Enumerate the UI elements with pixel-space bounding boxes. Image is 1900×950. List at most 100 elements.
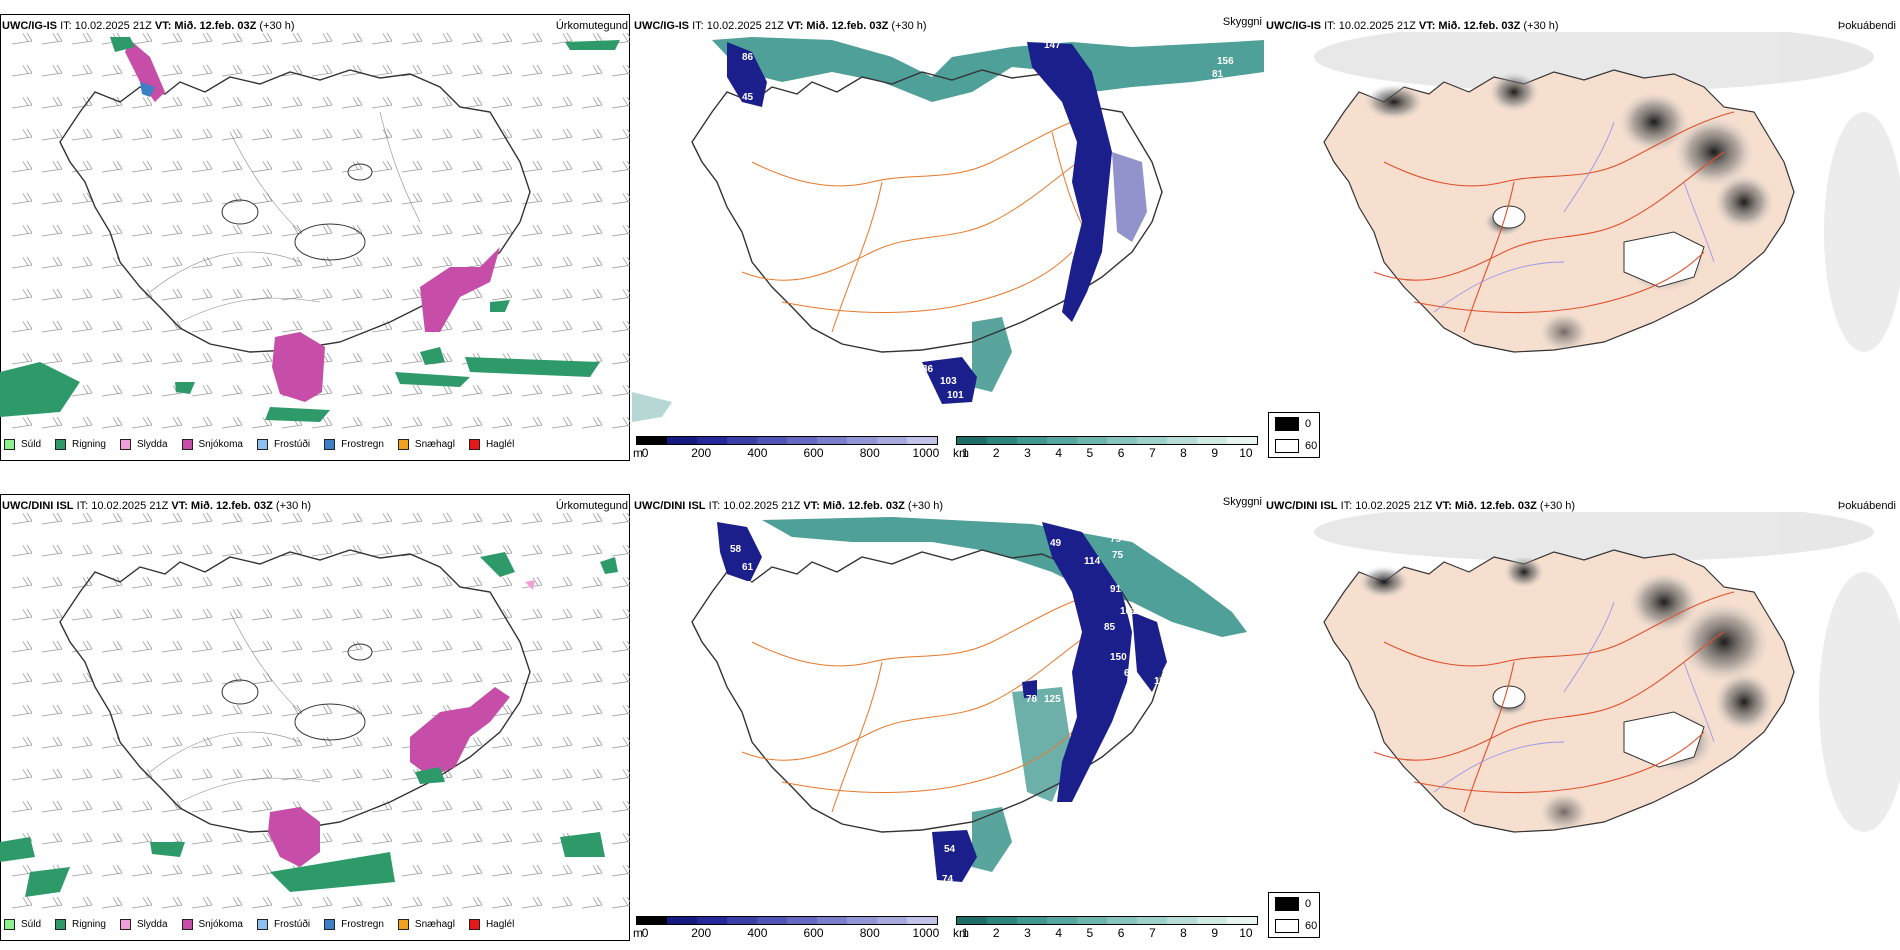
wind-barb <box>461 32 483 45</box>
colorbar <box>636 436 938 445</box>
wind-barb <box>371 544 393 557</box>
wind-barb <box>431 800 453 813</box>
wind-barb <box>371 640 393 653</box>
wind-barb <box>161 320 183 333</box>
valid-label: VT: <box>154 20 172 32</box>
snow-grains-swatch <box>397 438 409 450</box>
wind-barb <box>491 832 513 845</box>
wind-barb <box>461 96 483 109</box>
wind-barb <box>491 768 513 781</box>
wind-barb <box>191 384 213 397</box>
wind-barbs <box>11 512 630 909</box>
forecast-row-dini-isl: UWC/DINI ISL IT: 10.02.2025 21Z VT: Mið.… <box>0 480 1900 950</box>
visibility-value-label: 86 <box>742 52 754 63</box>
wind-barb <box>551 128 573 141</box>
wind-barb <box>41 256 63 269</box>
wind-barb <box>221 512 243 525</box>
wind-barb <box>221 96 243 109</box>
colorbar-segment <box>847 437 877 444</box>
visibility-colorbar-km: 1 2 3 4 5 6 7 8 9 10 km <box>953 436 1258 466</box>
colorbar-segment <box>1167 917 1197 924</box>
visibility-value-label: 160 <box>1052 512 1069 520</box>
wind-barb <box>611 768 630 781</box>
sleet-swatch <box>119 918 131 930</box>
wind-barb <box>461 384 483 397</box>
wind-barb <box>161 608 183 621</box>
wind-barb <box>41 288 63 301</box>
wind-barb <box>191 672 213 685</box>
visibility-value-label: 61 <box>942 349 954 360</box>
panel-title: UWC/DINI ISL IT: 10.02.2025 21Z VT: Mið.… <box>1266 500 1575 512</box>
wind-barb <box>461 416 483 429</box>
colorbar-segment <box>637 437 667 444</box>
colorbar-segment <box>877 437 907 444</box>
wind-barb <box>491 288 513 301</box>
wind-barb <box>311 288 333 301</box>
legend-item-snow: Snjókoma <box>181 438 243 450</box>
precip-type-legend: Súld Rigning Slydda Snjókoma Frostúði Fr… <box>4 916 528 932</box>
fog-swatch-light <box>1275 919 1299 933</box>
valid-time: Mið. 12.feb. 03Z <box>1454 500 1537 512</box>
visibility-value-label: 53 <box>1148 758 1160 769</box>
wind-barb <box>101 640 123 653</box>
wind-barb <box>461 544 483 557</box>
wind-barb <box>461 608 483 621</box>
colorbar-tick-label: 10 <box>1239 926 1253 940</box>
wind-barb <box>611 896 630 909</box>
wind-barb <box>11 128 33 141</box>
wind-barb <box>581 128 603 141</box>
visibility-value-label: 39 <box>1106 800 1118 811</box>
wind-barb <box>401 640 423 653</box>
wind-barb <box>311 544 333 557</box>
legend-label: Súld <box>21 438 42 450</box>
wind-barb <box>581 896 603 909</box>
wind-barb <box>161 256 183 269</box>
wind-barb <box>491 160 513 173</box>
init-time: IT: 10.02.2025 21Z <box>1340 500 1433 512</box>
wind-barb <box>11 224 33 237</box>
valid-label: VT: <box>803 500 820 512</box>
wind-barb <box>551 320 573 333</box>
wind-barb <box>581 864 603 877</box>
wind-barb <box>191 256 213 269</box>
wind-barb <box>281 96 303 109</box>
wind-barb <box>41 320 63 333</box>
wind-barb <box>11 576 33 589</box>
visibility-value-label: 91 <box>1110 584 1122 595</box>
wind-barb <box>251 608 273 621</box>
wind-barb <box>581 512 603 525</box>
wind-barb <box>551 160 573 173</box>
panel-title: UWC/DINI ISL IT: 10.02.2025 21Z VT: Mið.… <box>634 500 943 512</box>
wind-barb <box>191 160 213 173</box>
wind-barb <box>161 512 183 525</box>
fog-index-panel: UWC/IG-IS IT: 10.02.2025 21Z VT: Mið. 12… <box>1264 0 1900 470</box>
wind-barb <box>71 544 93 557</box>
wind-barb <box>221 768 243 781</box>
field-name: Skyggni <box>1222 16 1262 28</box>
legend-item-hail: Haglél <box>468 918 514 930</box>
wind-barb <box>161 128 183 141</box>
legend-item-freezing-rain: Frostregn <box>324 438 384 450</box>
wind-barb <box>341 224 363 237</box>
visibility-value-label: 111 <box>1154 676 1170 687</box>
wind-barb <box>191 736 213 749</box>
colorbar-segment <box>1137 437 1167 444</box>
colorbar-tick-label: 9 <box>1211 446 1219 460</box>
wind-barb <box>131 288 153 301</box>
legend-value: 0 <box>1305 898 1312 910</box>
legend-label: Slydda <box>136 438 168 450</box>
wind-barb <box>461 288 483 301</box>
wind-barb <box>551 96 573 109</box>
wind-barb <box>131 416 153 429</box>
wind-barb <box>71 64 93 77</box>
colorbar-segment <box>757 437 787 444</box>
wind-barb <box>371 576 393 589</box>
visibility-value-label: 101 <box>947 390 964 401</box>
wind-barb <box>371 224 393 237</box>
wind-barb <box>71 864 93 877</box>
wind-barb <box>41 896 63 909</box>
wind-barb <box>551 224 573 237</box>
wind-barb <box>11 192 33 205</box>
wind-barb <box>71 128 93 141</box>
